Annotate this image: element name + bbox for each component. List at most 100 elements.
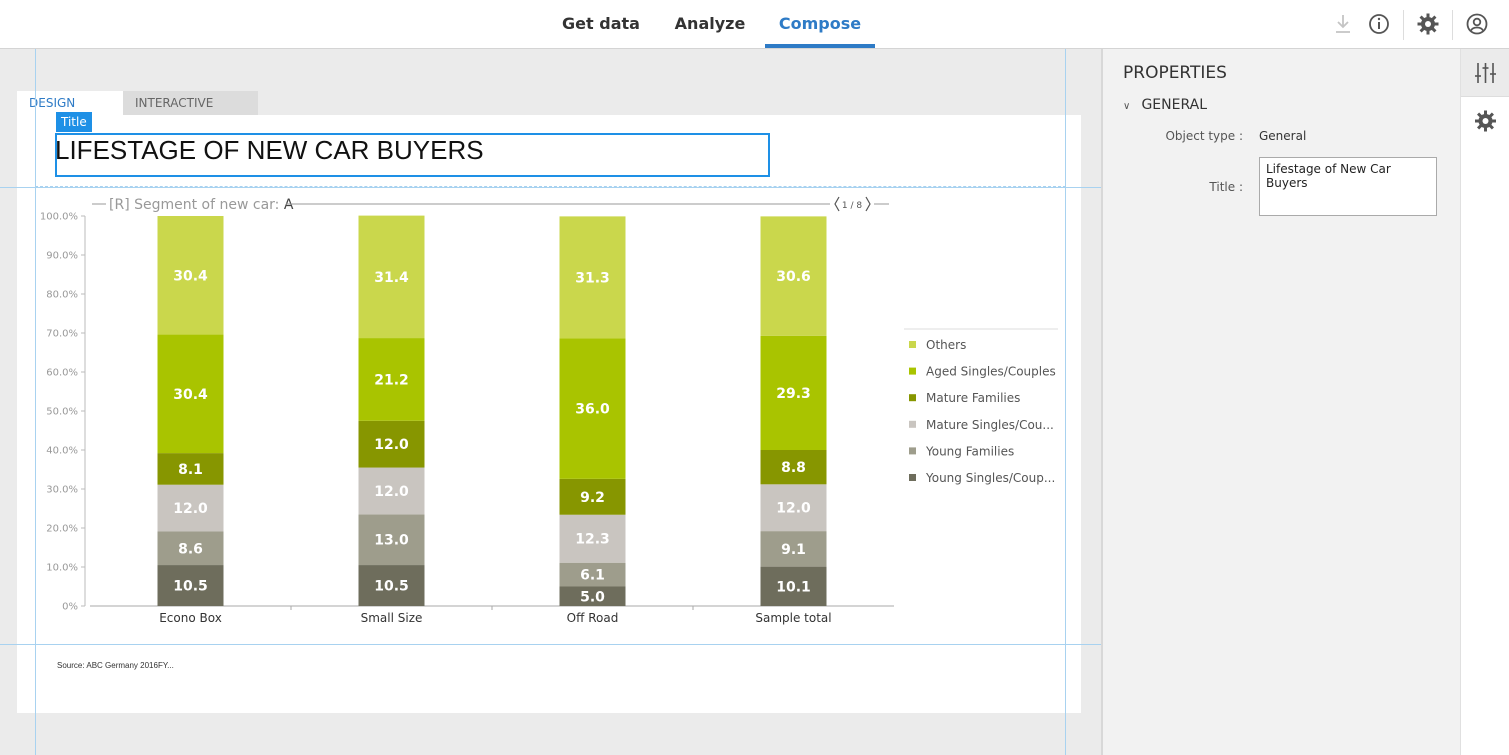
bar-segment [157, 531, 224, 566]
data-label: 8.8 [781, 460, 806, 476]
legend-swatch [909, 420, 916, 428]
data-label: 10.5 [374, 579, 409, 595]
general-section-label: GENERAL [1141, 97, 1208, 113]
info-icon[interactable] [1367, 12, 1391, 36]
toolbar-separator [1403, 10, 1404, 40]
bar-segment [559, 216, 626, 339]
object-type-label: Object type : [1165, 129, 1243, 143]
legend-swatch [909, 447, 916, 455]
title-object-tag: Title [56, 112, 92, 132]
bar-segment [760, 566, 827, 606]
settings-tab-button[interactable] [1461, 97, 1509, 145]
data-label: 9.1 [781, 542, 806, 558]
bar-segment [358, 565, 425, 606]
top-bar: Get data Analyze Compose [0, 0, 1509, 49]
filter-pager: 1 / 8 [842, 201, 862, 211]
bar-segment [358, 215, 425, 339]
y-tick-label: 50.0% [46, 407, 78, 418]
chevron-left-icon [834, 196, 840, 212]
bar-segment [559, 586, 626, 606]
bar-segment [358, 514, 425, 566]
data-label: 8.1 [178, 462, 203, 478]
tab-get-data[interactable]: Get data [562, 14, 640, 33]
bar-segment [760, 216, 827, 336]
data-label: 31.3 [575, 270, 610, 286]
tab-compose[interactable]: Compose [778, 14, 862, 33]
data-label: 12.0 [374, 437, 409, 453]
tab-interactive-mode[interactable]: INTERACTIVE MODE [123, 91, 258, 134]
chevron-right-icon [865, 196, 871, 212]
legend-label: Young Singles/Coup... [925, 471, 1055, 485]
data-label: 30.6 [776, 269, 811, 285]
properties-heading: PROPERTIES [1123, 63, 1227, 83]
legend-label: Mature Singles/Cou... [926, 418, 1054, 432]
title-input[interactable]: Lifestage of New Car Buyers [1259, 157, 1437, 216]
bar-segment [760, 335, 827, 450]
bar-segment [760, 450, 827, 485]
legend-swatch [909, 474, 916, 481]
stacked-bar-chart[interactable]: [R] Segment of new car: A 1 / 8 0% 10.0% 20.… [0, 0, 1101, 700]
bar-segment [559, 562, 626, 587]
y-tick-label: 20.0% [46, 524, 78, 535]
legend-swatch [909, 341, 916, 348]
bar-segment [760, 484, 827, 532]
bar-segment [157, 453, 224, 485]
bar-segment [559, 338, 626, 479]
legend-swatch [909, 394, 916, 402]
data-label: 5.0 [580, 589, 605, 605]
toolbar-separator [1452, 10, 1453, 40]
chevron-down-icon: ∨ [1123, 101, 1131, 112]
tab-analyze[interactable]: Analyze [674, 14, 746, 33]
y-tick-label: 60.0% [46, 368, 78, 379]
data-label: 36.0 [575, 402, 610, 418]
y-tick-label: 40.0% [46, 446, 78, 457]
x-tick-label: Off Road [567, 611, 619, 625]
bar-segment [157, 334, 224, 454]
layout-guide [0, 187, 1101, 188]
legend-swatch [909, 367, 916, 375]
bar-segment [358, 420, 425, 468]
gear-icon[interactable] [1416, 12, 1440, 36]
data-label: 30.4 [173, 268, 208, 284]
title-field-label: Title : [1209, 180, 1243, 194]
bar-segment [559, 514, 626, 563]
bar-segment [760, 531, 827, 567]
y-tick-label: 30.0% [46, 485, 78, 496]
y-tick-label: 80.0% [46, 290, 78, 301]
filter-label: [R] Segment of new car: A [109, 197, 294, 213]
active-tab-indicator [765, 44, 875, 48]
y-tick-label: 0% [62, 602, 78, 613]
filter-value[interactable]: A [284, 197, 294, 213]
title-selection-box[interactable] [55, 133, 770, 177]
object-type-value: General [1259, 129, 1307, 143]
x-tick-label: Small Size [361, 611, 423, 625]
data-label: 12.3 [575, 532, 610, 548]
y-tick-label: 90.0% [46, 251, 78, 262]
legend-label: Young Families [925, 444, 1014, 458]
sliders-icon [1475, 63, 1496, 83]
legend-label: Others [926, 338, 966, 352]
legend-label: Mature Families [926, 391, 1020, 405]
panel-icon-strip [1460, 49, 1509, 755]
download-icon[interactable] [1331, 12, 1355, 36]
page-title[interactable]: LIFESTAGE OF NEW CAR BUYERS [55, 135, 484, 165]
data-label: 12.0 [173, 501, 208, 517]
user-icon[interactable] [1465, 12, 1489, 36]
properties-tab-button[interactable] [1461, 49, 1509, 97]
chart-object[interactable] [35, 186, 1066, 645]
source-note[interactable]: Source: ABC Germany 2016FY... [57, 661, 174, 670]
data-label: 12.0 [374, 484, 409, 500]
data-label: 10.1 [776, 579, 811, 595]
data-label: 10.5 [173, 579, 208, 595]
x-tick-label: Econo Box [159, 611, 222, 625]
x-tick-label: Sample total [755, 611, 831, 625]
data-label: 30.4 [173, 387, 208, 403]
data-label: 8.6 [178, 541, 203, 557]
general-section-header[interactable]: ∨ GENERAL [1123, 97, 1207, 113]
data-label: 31.4 [374, 270, 409, 286]
y-tick-label: 100.0% [40, 212, 78, 223]
data-label: 9.2 [580, 490, 605, 506]
properties-panel: PROPERTIES ∨ GENERAL Object type : Gener… [1101, 49, 1460, 755]
bar-segment [157, 484, 224, 532]
data-label: 12.0 [776, 501, 811, 517]
